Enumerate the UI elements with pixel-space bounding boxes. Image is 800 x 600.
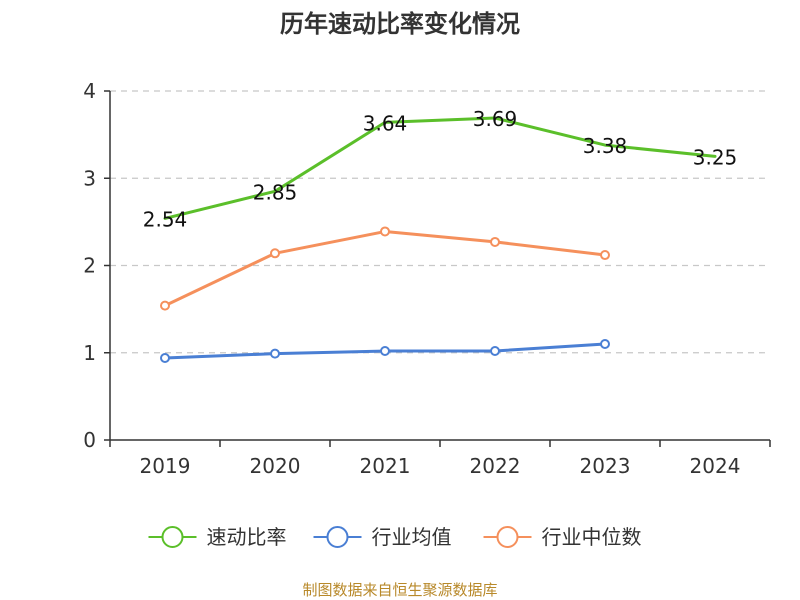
data-point xyxy=(380,226,390,237)
x-tick-label: 2024 xyxy=(690,454,741,478)
legend: 速动比率 行业均值 行业中位数 xyxy=(148,525,642,549)
series-line-0 xyxy=(163,116,717,220)
data-point xyxy=(490,236,500,247)
data-label-layer: 2.54 2.85 3.64 3.69 3.38 3.25 xyxy=(143,107,738,231)
data-label: 2.54 xyxy=(143,207,188,231)
series-layer xyxy=(160,116,717,363)
axis-layer: 0 1 2 3 4 2019 2020 2021 2022 2023 2024 xyxy=(83,79,771,478)
series-line-2 xyxy=(163,230,607,308)
data-point xyxy=(270,348,280,359)
source-note: 制图数据来自恒生聚源数据库 xyxy=(302,581,497,599)
legend-marker xyxy=(161,526,184,548)
legend-label: 行业均值 xyxy=(372,525,452,549)
x-tick-label: 2019 xyxy=(140,454,191,478)
x-tick-label: 2022 xyxy=(470,454,521,478)
data-point xyxy=(160,300,170,311)
y-tick-label: 2 xyxy=(83,254,96,278)
legend-label: 行业中位数 xyxy=(542,525,642,549)
data-label: 3.38 xyxy=(583,134,628,158)
legend-item-0: 速动比率 xyxy=(148,525,287,549)
data-point xyxy=(490,346,500,357)
data-label: 3.69 xyxy=(473,107,518,131)
y-tick-label: 0 xyxy=(83,428,96,452)
legend-item-1: 行业均值 xyxy=(313,525,452,549)
grid-layer xyxy=(110,90,770,354)
legend-marker xyxy=(326,526,349,548)
x-tick-label: 2021 xyxy=(360,454,411,478)
legend-marker xyxy=(496,526,519,548)
data-point xyxy=(160,352,170,363)
x-tick-label: 2020 xyxy=(250,454,301,478)
y-tick-label: 1 xyxy=(83,341,96,365)
legend-label: 速动比率 xyxy=(207,525,287,549)
data-point xyxy=(600,339,610,350)
data-label: 3.25 xyxy=(693,145,738,169)
y-tick-label: 4 xyxy=(83,79,96,103)
legend-item-2: 行业中位数 xyxy=(483,525,642,549)
data-point xyxy=(270,248,280,259)
data-label: 2.85 xyxy=(253,180,298,204)
x-tick-label: 2023 xyxy=(580,454,631,478)
chart-title: 历年速动比率变化情况 xyxy=(280,10,520,38)
data-label: 3.64 xyxy=(363,111,408,135)
data-point xyxy=(380,346,390,357)
data-point xyxy=(600,250,610,261)
y-tick-label: 3 xyxy=(83,166,96,190)
